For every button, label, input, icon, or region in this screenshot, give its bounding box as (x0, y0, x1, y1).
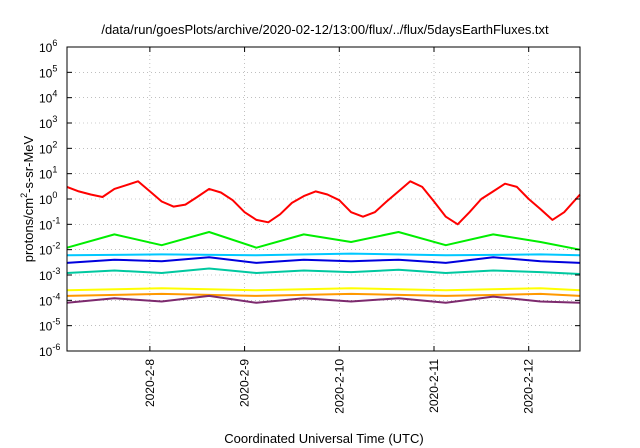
y-tick-label: 101 (39, 165, 57, 182)
y-tick-base: 10 (39, 117, 53, 131)
y-tick-exponent: -3 (52, 266, 60, 276)
chart-title: /data/run/goesPlots/archive/2020-02-12/1… (101, 22, 549, 37)
series-line-8 (66, 294, 581, 304)
y-tick-label: 104 (39, 89, 57, 106)
y-tick-exponent: 4 (52, 89, 57, 99)
y-tick-label: 10-5 (39, 317, 60, 334)
series-line-1 (66, 180, 581, 226)
y-tick-base: 10 (39, 345, 53, 359)
series-line-5 (66, 267, 581, 275)
series-line-3 (66, 252, 581, 257)
y-tick-label: 10-2 (39, 241, 60, 258)
x-axis: 2020-2-8 2020-2-9 2020-2-10 2020-2-11 2020-2… (143, 47, 536, 414)
y-axis-label-rest: -s-sr-MeV (21, 135, 36, 192)
series-line-7 (66, 292, 581, 297)
y-tick-exponent: -4 (52, 291, 60, 301)
y-axis-label-unit: protons/cm (21, 198, 36, 262)
y-tick-base: 10 (39, 294, 53, 308)
y-tick-exponent: -1 (52, 215, 60, 225)
y-tick-base: 10 (39, 218, 53, 232)
x-tick-label: 2020-2-12 (522, 359, 536, 414)
series-group (66, 180, 581, 304)
y-tick-exponent: 6 (52, 38, 57, 48)
y-tick-label: 10-6 (39, 342, 60, 359)
series-line-4 (66, 256, 581, 264)
y-axis-label-exponent: 2 (19, 193, 29, 198)
y-tick-base: 10 (39, 244, 53, 258)
grid-lines (67, 47, 580, 351)
y-tick-label: 100 (39, 190, 57, 207)
y-axis-label: protons/cm2-s-sr-MeV (19, 135, 36, 262)
y-tick-label: 10-4 (39, 291, 60, 308)
y-tick-exponent: 3 (52, 114, 57, 124)
y-tick-exponent: -6 (52, 342, 60, 352)
y-tick-base: 10 (39, 66, 53, 80)
y-tick-label: 10-3 (39, 266, 60, 283)
y-tick-exponent: 5 (52, 63, 57, 73)
y-tick-base: 10 (39, 142, 53, 156)
y-tick-label: 103 (39, 114, 57, 131)
y-tick-base: 10 (39, 193, 53, 207)
y-tick-exponent: 0 (52, 190, 57, 200)
y-tick-exponent: -2 (52, 241, 60, 251)
y-tick-label: 10-1 (39, 215, 60, 232)
y-tick-exponent: -5 (52, 317, 60, 327)
series-line-6 (66, 287, 581, 292)
x-axis-label: Coordinated Universal Time (UTC) (224, 431, 423, 446)
y-tick-base: 10 (39, 168, 53, 182)
y-tick-exponent: 2 (52, 139, 57, 149)
x-tick-label: 2020-2-8 (143, 359, 157, 407)
y-tick-label: 106 (39, 38, 57, 55)
y-tick-base: 10 (39, 41, 53, 55)
y-tick-label: 105 (39, 63, 57, 80)
x-tick-label: 2020-2-11 (427, 359, 441, 413)
y-tick-base: 10 (39, 269, 53, 283)
x-tick-label: 2020-2-9 (238, 359, 252, 407)
series-line-2 (66, 231, 581, 251)
x-tick-label: 2020-2-10 (332, 359, 346, 414)
y-tick-exponent: 1 (52, 165, 57, 175)
y-axis: 10-610-510-410-310-210-11001011021031041… (39, 38, 580, 359)
y-tick-base: 10 (39, 320, 53, 334)
y-tick-base: 10 (39, 92, 53, 106)
y-tick-label: 102 (39, 139, 57, 156)
